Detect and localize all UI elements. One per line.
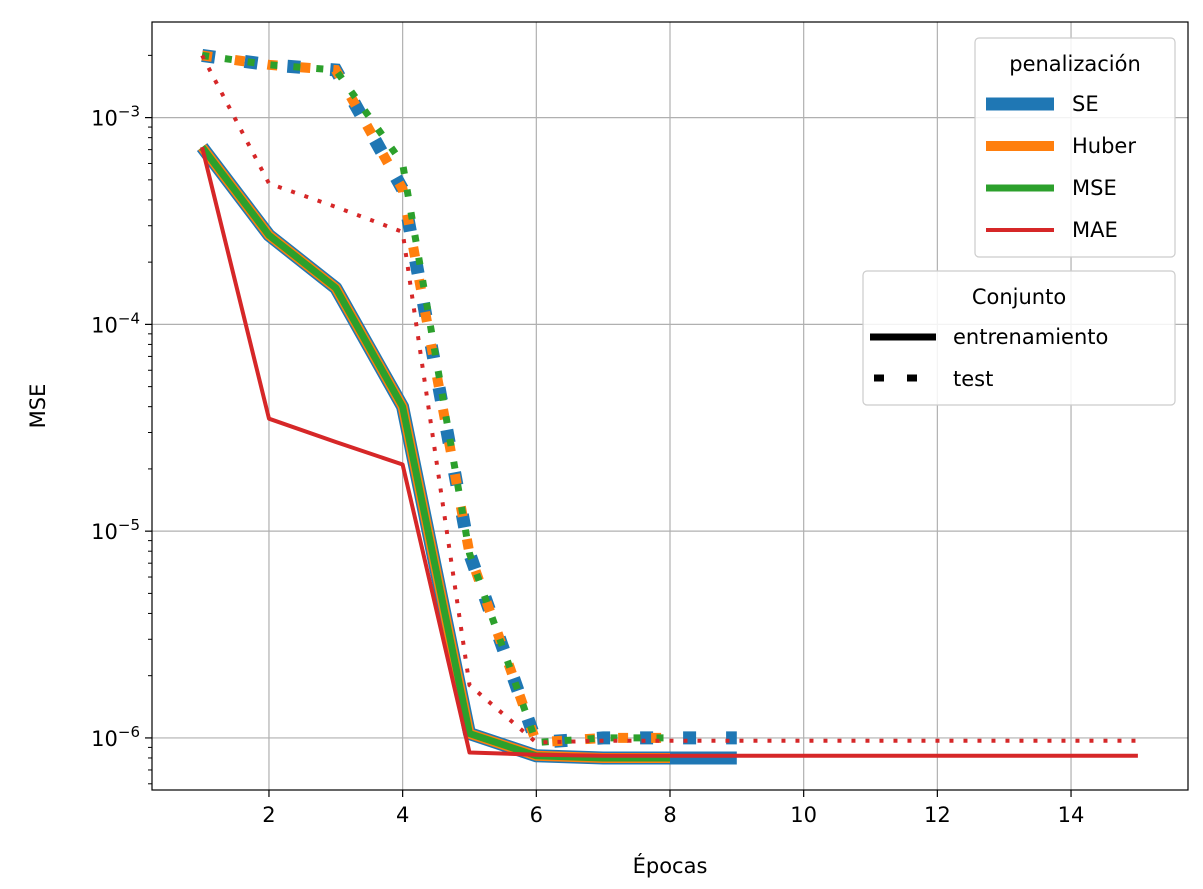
legend-label-test: test <box>953 367 993 391</box>
x-tick-label: 14 <box>1058 803 1085 827</box>
series-lines <box>196 48 1138 765</box>
y-axis-title: MSE <box>26 384 50 429</box>
legend-penalizacion: penalización SE Huber MSE MAE <box>974 37 1176 258</box>
legend-label-huber: Huber <box>1072 134 1136 158</box>
y-tick-label: 10−4 <box>91 309 140 337</box>
x-tick-label: 8 <box>663 803 676 827</box>
legend-penalizacion-box <box>974 37 1176 258</box>
legend-penalizacion-title: penalización <box>1009 52 1141 76</box>
y-tick-label: 10−3 <box>91 103 140 131</box>
legend-conjunto-box <box>862 270 1176 406</box>
x-tick-label: 2 <box>262 803 275 827</box>
series-mae-test <box>200 54 1138 745</box>
x-tick-label: 10 <box>790 803 817 827</box>
x-tick-label: 12 <box>924 803 951 827</box>
axis-ticks: 2 4 6 8 10 12 14 10−6 10−5 10−4 10−3 <box>91 54 1085 827</box>
x-tick-label: 4 <box>396 803 409 827</box>
series-mse-entrenamiento <box>199 144 670 762</box>
y-tick-label: 10−6 <box>91 723 140 751</box>
legend-label-mae: MAE <box>1072 218 1118 242</box>
y-tick-label: 10−5 <box>91 516 140 544</box>
legend-conjunto-title: Conjunto <box>972 285 1066 309</box>
x-axis-title: Épocas <box>633 853 708 878</box>
legend-label-se: SE <box>1072 92 1099 116</box>
legend-label-entrenamiento: entrenamiento <box>953 325 1108 349</box>
series-mae-entrenamiento <box>200 146 1138 758</box>
legend-label-mse: MSE <box>1072 176 1117 200</box>
x-tick-label: 6 <box>530 803 543 827</box>
legend-conjunto: Conjunto entrenamiento test <box>862 270 1176 406</box>
series-se-test <box>201 48 737 750</box>
series-mse-test <box>201 51 670 747</box>
